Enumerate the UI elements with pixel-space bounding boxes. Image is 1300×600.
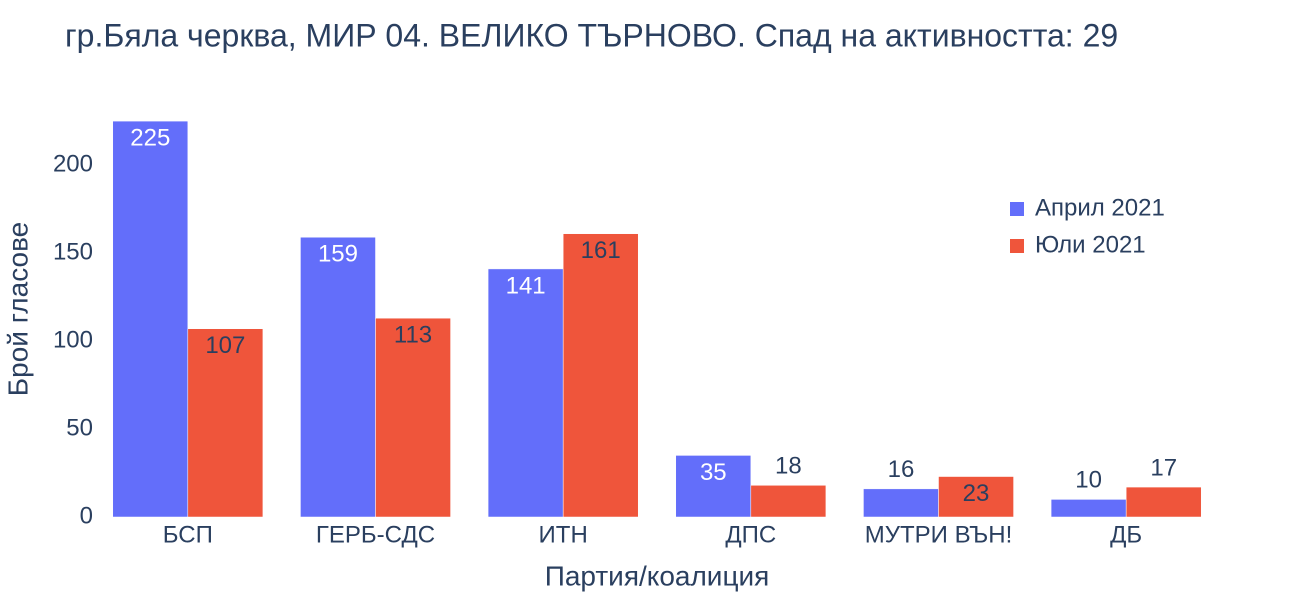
bar <box>1050 499 1127 518</box>
bar <box>112 120 189 518</box>
bar <box>675 455 752 518</box>
data-label: 225 <box>130 124 170 151</box>
x-tick-label: ДПС <box>725 521 776 548</box>
data-label: 161 <box>581 237 621 264</box>
data-label: 141 <box>506 272 546 299</box>
bar <box>487 268 564 518</box>
y-tick-label: 0 <box>80 502 93 529</box>
x-tick-label: ИТН <box>539 521 588 548</box>
chart-title: гр.Бяла черква, МИР 04. ВЕЛИКО ТЪРНОВО. … <box>65 17 1118 53</box>
x-axis-title: Партия/коалиция <box>545 560 770 591</box>
x-tick-label: МУТРИ ВЪН! <box>865 521 1012 548</box>
bar <box>750 485 827 518</box>
bar <box>863 488 939 518</box>
x-tick-label: ГЕРБ-СДС <box>316 521 435 548</box>
data-label: 113 <box>394 322 432 349</box>
bar <box>187 328 264 518</box>
bar <box>1125 486 1202 518</box>
data-label: 16 <box>888 456 915 483</box>
bar <box>375 317 451 518</box>
legend-swatch <box>1010 202 1024 216</box>
y-axis-title: Брой гласове <box>2 222 33 396</box>
bar <box>562 233 639 518</box>
x-tick-label: БСП <box>163 521 213 548</box>
data-label: 107 <box>205 332 245 359</box>
y-tick-label: 50 <box>66 414 93 441</box>
data-label: 159 <box>318 241 358 268</box>
legend-label: Април 2021 <box>1035 194 1165 221</box>
data-label: 10 <box>1075 467 1102 494</box>
y-tick-label: 200 <box>53 150 93 177</box>
bar <box>300 236 376 518</box>
legend-swatch <box>1010 239 1024 253</box>
data-label: 35 <box>700 459 727 486</box>
data-label: 23 <box>963 480 990 507</box>
y-tick-label: 150 <box>53 238 93 265</box>
data-label: 17 <box>1150 454 1177 481</box>
bar <box>938 476 1014 518</box>
legend-label: Юли 2021 <box>1035 231 1146 258</box>
x-tick-label: ДБ <box>1110 521 1142 548</box>
y-tick-label: 100 <box>53 326 93 353</box>
data-label: 18 <box>775 453 802 480</box>
